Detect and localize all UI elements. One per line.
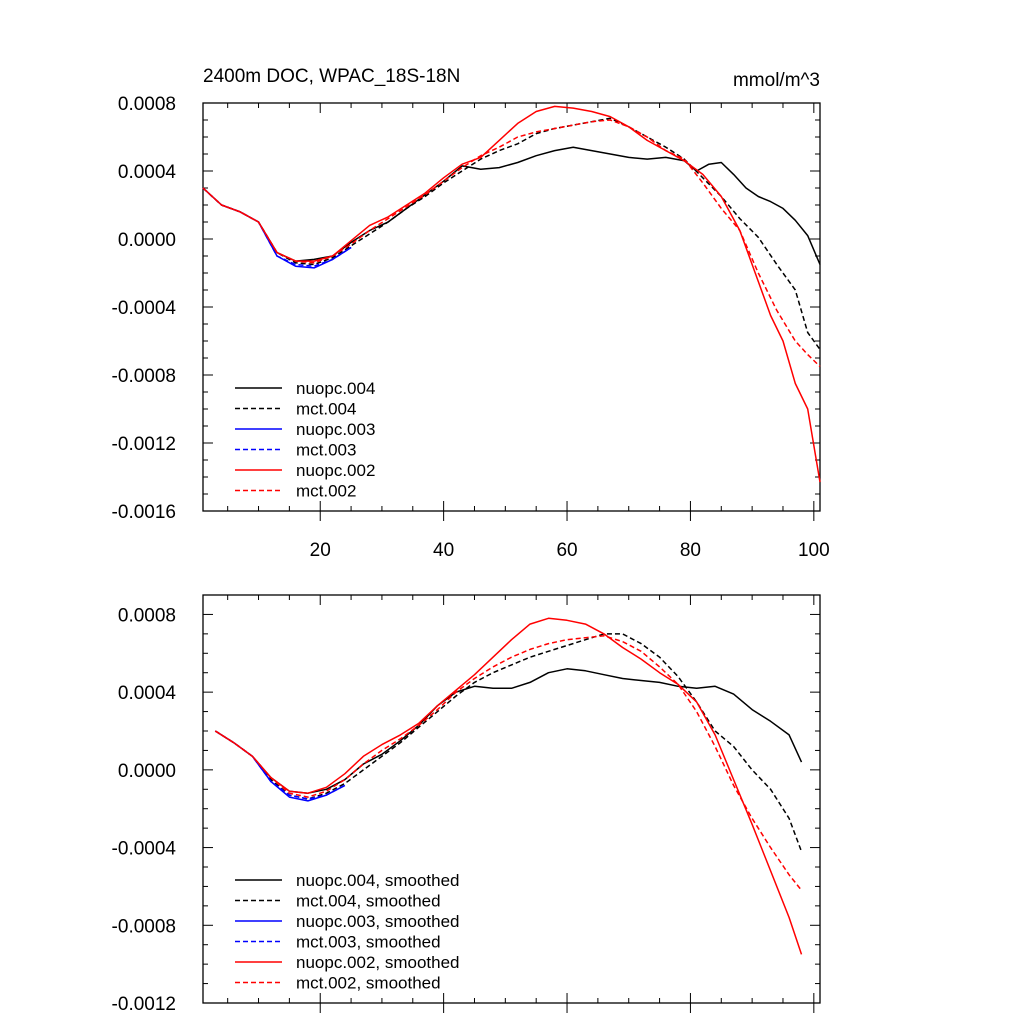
x-tick-label: 60 xyxy=(556,540,577,561)
units-label: mmol/m^3 xyxy=(733,70,820,91)
legend-label: mct.002, smoothed xyxy=(296,974,441,993)
series-line xyxy=(214,617,803,955)
legend-label: mct.003, smoothed xyxy=(296,933,441,952)
y-tick-label: 0.0004 xyxy=(118,162,177,183)
plot-frame xyxy=(202,594,821,1004)
bottom-panel: 0.0008 0.0004 0.0000 -0.0004 -0.0008 -0.0012 n… xyxy=(112,594,821,1015)
series-line xyxy=(202,119,821,368)
y-tick-label: 0.0004 xyxy=(118,683,177,704)
series-line xyxy=(214,635,803,891)
y-tick-label: -0.0016 xyxy=(112,502,176,523)
series-line xyxy=(202,117,821,350)
legend-label: mct.004 xyxy=(296,400,356,419)
legend-label: mct.004, smoothed xyxy=(296,892,441,911)
y-tick-label: -0.0012 xyxy=(112,434,176,455)
y-tick-label: -0.0008 xyxy=(112,916,176,937)
y-tick-label: -0.0008 xyxy=(112,366,176,387)
x-tick-label: 20 xyxy=(310,540,331,561)
y-tick-label: 0.0000 xyxy=(118,761,176,782)
legend-label: mct.002 xyxy=(296,482,356,501)
x-tick-label: 40 xyxy=(433,540,454,561)
series-line xyxy=(202,187,352,267)
chart-title: 2400m DOC, WPAC_18S-18N xyxy=(203,66,460,87)
series-line xyxy=(214,730,346,802)
legend-label: nuopc.004, smoothed xyxy=(296,871,460,890)
y-tick-label: 0.0000 xyxy=(118,230,176,251)
series-line xyxy=(202,146,821,265)
x-tick-label: 80 xyxy=(680,540,701,561)
y-tick-label: -0.0004 xyxy=(112,298,177,319)
y-tick-label: 0.0008 xyxy=(118,605,176,626)
y-tick-label: -0.0004 xyxy=(112,839,177,860)
legend-label: nuopc.002, smoothed xyxy=(296,953,460,972)
legend-label: nuopc.003, smoothed xyxy=(296,912,460,931)
y-tick-label: -0.0012 xyxy=(112,994,176,1015)
top-panel: 20 40 60 80 100 0.0008 0.0004 0.0000 -0.0004 -0.0… xyxy=(112,94,830,561)
legend-label: mct.003 xyxy=(296,441,356,460)
legend-label: nuopc.003 xyxy=(296,420,375,439)
x-tick-label: 100 xyxy=(798,540,830,561)
y-tick-label: 0.0008 xyxy=(118,94,176,115)
legend-label: nuopc.002 xyxy=(296,461,375,480)
legend-label: nuopc.004 xyxy=(296,379,375,398)
